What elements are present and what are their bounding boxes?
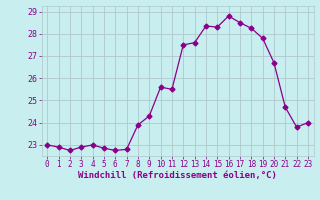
X-axis label: Windchill (Refroidissement éolien,°C): Windchill (Refroidissement éolien,°C)	[78, 171, 277, 180]
